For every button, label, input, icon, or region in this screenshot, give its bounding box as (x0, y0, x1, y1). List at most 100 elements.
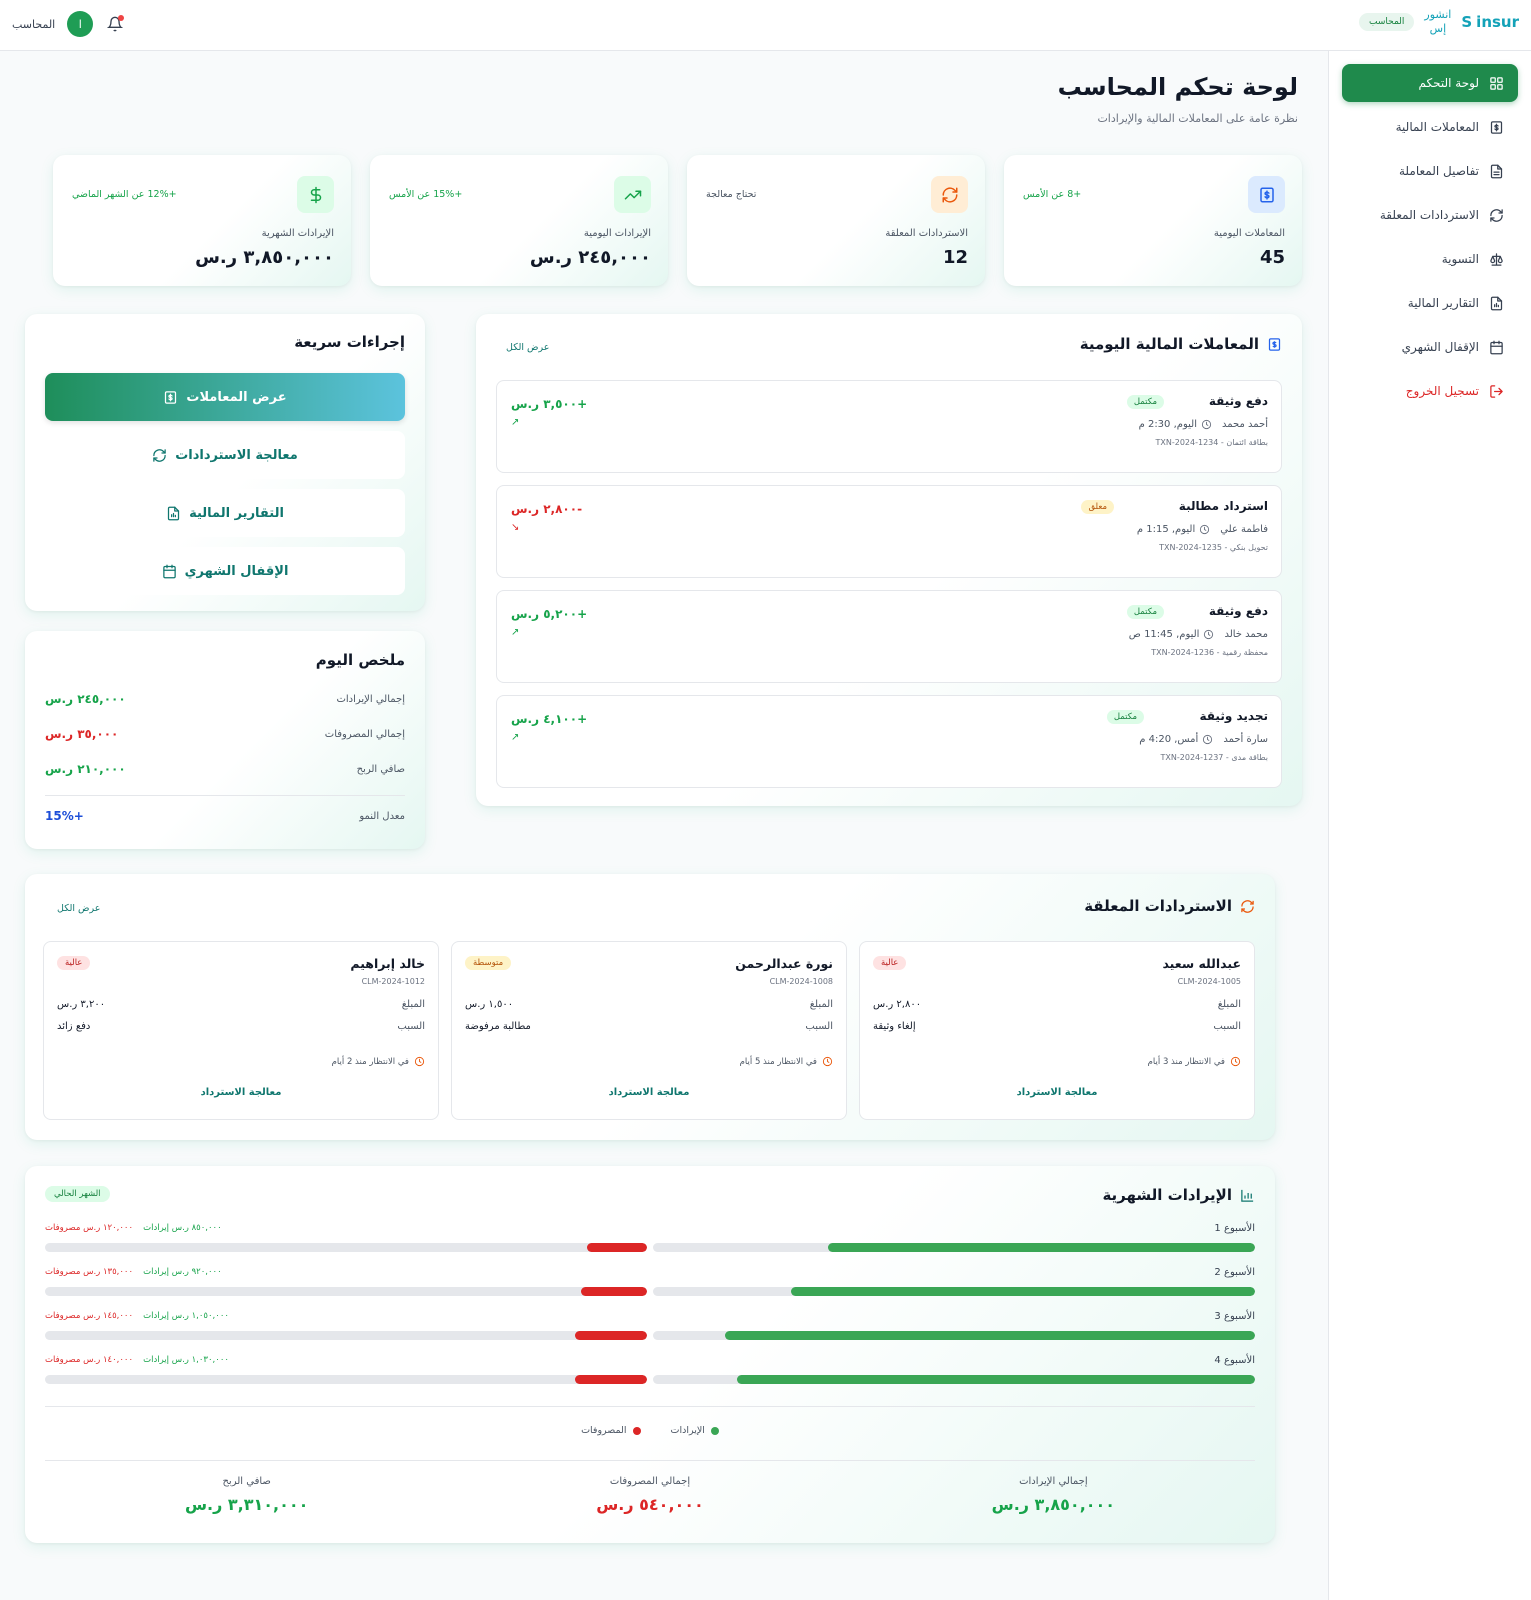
process-refund-button[interactable]: معالجة الاسترداد (1016, 1086, 1098, 1098)
notification-bell-icon[interactable] (105, 14, 125, 34)
stat-icon-box (1248, 176, 1285, 213)
top-bar: S insur انشور إس المحاسب المحاسب ا (0, 0, 1531, 51)
week-label: الأسبوع 4 (1214, 1355, 1255, 1366)
arrow-down-right-icon: ↘ (511, 522, 520, 533)
transaction-row[interactable]: دفع وثيقة مكتمل أحمد محمد اليوم, 2:30 م … (496, 380, 1282, 473)
growth-row: معدل النمو +15% (45, 809, 405, 823)
sidebar-item-4[interactable]: الاستردادات المعلقة (1342, 196, 1518, 234)
dollar-icon (310, 186, 321, 203)
week-revenue-text: ٨٥٠,٠٠٠ ر.س إيرادات (143, 1223, 222, 1233)
refund-reason-label: السبب (397, 1021, 425, 1032)
summary-value: ٢١٠,٠٠٠ ر.س (45, 762, 126, 776)
summary-row: إجمالي الإيرادات ٢٤٥,٠٠٠ ر.س (45, 692, 405, 706)
week-values: ١,٠٥٠,٠٠٠ ر.س إيرادات ١٤٥,٠٠٠ ر.س مصروفا… (45, 1311, 229, 1321)
sidebar-item-3[interactable]: تفاصيل المعاملة (1342, 152, 1518, 190)
revenue-bar-track (653, 1375, 1255, 1384)
process-refund-button[interactable]: معالجة الاسترداد (608, 1086, 690, 1098)
main-content: لوحة تحكم المحاسب نظرة عامة على المعاملا… (0, 51, 1328, 1600)
transaction-row[interactable]: استرداد مطالبة معلق فاطمة علي اليوم, 1:1… (496, 485, 1282, 578)
sidebar-item-5[interactable]: التسوية (1342, 240, 1518, 278)
stat-card[interactable]: +15% عن الأمس الإيرادات اليومية ٢٤٥,٠٠٠ … (370, 155, 668, 286)
refresh-icon (153, 448, 166, 462)
stat-label: الاستردادات المعلقة (885, 228, 968, 239)
monthly-revenue-title: الإيرادات الشهرية (1102, 1186, 1255, 1204)
transaction-time-text: أمس, 4:20 م (1139, 734, 1199, 745)
transaction-title: استرداد مطالبة (1178, 499, 1268, 513)
summary-label: إجمالي الإيرادات (336, 693, 405, 705)
refund-amount-label: المبلغ (809, 999, 833, 1010)
stat-card[interactable]: +12% عن الشهر الماضي الإيرادات الشهرية ٣… (53, 155, 351, 286)
sidebar-item-8[interactable]: تسجيل الخروج (1342, 372, 1518, 410)
clock-icon (1201, 419, 1212, 430)
refund-amount: ١,٥٠٠ ر.س (465, 999, 514, 1010)
priority-badge: عالية (873, 956, 907, 970)
sidebar-item-1[interactable]: لوحة التحكم (1342, 64, 1518, 102)
pending-refunds-view-all-link[interactable]: عرض الكل (47, 898, 111, 919)
quick-action-label: التقارير المالية (189, 505, 284, 521)
calendar-icon (1490, 340, 1503, 354)
transaction-time-text: اليوم, 2:30 م (1138, 419, 1197, 430)
transaction-meta: فاطمة علي اليوم, 1:15 م (1137, 524, 1268, 535)
brand[interactable]: S insur انشور إس المحاسب (1359, 8, 1519, 36)
stat-card[interactable]: +8 عن الأمس المعاملات اليومية 45 (1004, 155, 1302, 286)
legend-revenue: الإيرادات (671, 1425, 719, 1436)
stat-value: 12 (942, 247, 968, 268)
transaction-meta: محمد خالد اليوم, 11:45 ص (1129, 629, 1268, 640)
transaction-row[interactable]: تجديد وثيقة مكتمل سارة أحمد أمس, 4:20 م … (496, 695, 1282, 788)
quick-action-button[interactable]: عرض المعاملات (45, 373, 405, 421)
quick-action-label: معالجة الاستردادات (175, 447, 298, 463)
status-badge: مكتمل (1126, 395, 1164, 409)
refund-reason-row: السبب مطالبة مرفوضة (465, 1021, 833, 1032)
transaction-person: محمد خالد (1224, 629, 1268, 640)
legend-revenue-swatch (710, 1426, 719, 1435)
summary-row: صافي الربح ٢١٠,٠٠٠ ر.س (45, 762, 405, 776)
refund-wait-text: في الانتظار منذ 2 أيام (331, 1056, 409, 1067)
daily-transactions-title: المعاملات المالية اليومية (1080, 335, 1282, 353)
stat-label: الإيرادات الشهرية (261, 228, 334, 239)
sidebar-item-label: تفاصيل المعاملة (1399, 164, 1479, 178)
refund-id: CLM-2024-1008 (769, 977, 833, 986)
quick-actions-card: إجراءات سريعة عرض المعاملات معالجة الاست… (25, 314, 425, 611)
transaction-amount: +٣,٥٠٠ ر.س (511, 397, 588, 411)
revenue-bar (791, 1287, 1255, 1296)
summary-label: إجمالي المصروفات (324, 728, 405, 740)
daily-transactions-view-all-link[interactable]: عرض الكل (496, 337, 560, 358)
quick-action-button[interactable]: معالجة الاستردادات (45, 431, 405, 479)
sidebar-item-7[interactable]: الإقفال الشهري (1342, 328, 1518, 366)
current-month-badge: الشهر الحالي (45, 1186, 110, 1202)
document-icon (1490, 164, 1503, 178)
revenue-bar (725, 1331, 1255, 1340)
process-refund-button[interactable]: معالجة الاسترداد (200, 1086, 282, 1098)
refund-wait: في الانتظار منذ 5 أيام (740, 1056, 833, 1067)
refund-wait: في الانتظار منذ 3 أيام (1148, 1056, 1241, 1067)
transaction-row[interactable]: دفع وثيقة مكتمل محمد خالد اليوم, 11:45 ص… (496, 590, 1282, 683)
sidebar-item-2[interactable]: المعاملات المالية (1342, 108, 1518, 146)
role-pill: المحاسب (1359, 13, 1415, 31)
clock-icon (1230, 1056, 1241, 1067)
sidebar-item-label: تسجيل الخروج (1405, 384, 1479, 398)
quick-action-button[interactable]: الإقفال الشهري (45, 547, 405, 595)
transaction-ref: تحويل بنكي - TXN-2024-1235 (1159, 543, 1268, 552)
monthly-revenue-title-text: الإيرادات الشهرية (1102, 1186, 1232, 1204)
legend-revenue-label: الإيرادات (670, 1425, 705, 1436)
stat-card[interactable]: تحتاج معالجة الاستردادات المعلقة 12 (687, 155, 985, 286)
week-revenue-text: ٩٢٠,٠٠٠ ر.س إيرادات (143, 1267, 222, 1277)
status-badge: معلق (1081, 500, 1114, 514)
total-label: إجمالي الإيرادات (1019, 1476, 1088, 1487)
week-label: الأسبوع 2 (1214, 1267, 1255, 1278)
refund-reason-row: السبب إلغاء وثيقة (873, 1021, 1241, 1032)
expense-bar-track (45, 1331, 647, 1340)
page-title: لوحة تحكم المحاسب (1057, 73, 1298, 101)
total-label: صافي الربح (222, 1476, 271, 1487)
summary-row: إجمالي المصروفات ٣٥,٠٠٠ ر.س (45, 727, 405, 741)
growth-label: معدل النمو (359, 810, 405, 822)
refund-name: عبدالله سعيد (1162, 956, 1241, 971)
quick-action-label: عرض المعاملات (186, 389, 287, 405)
stat-value: 45 (1259, 247, 1285, 268)
stat-icon-box (297, 176, 334, 213)
user-name[interactable]: المحاسب (12, 17, 56, 31)
sidebar-item-6[interactable]: التقارير المالية (1342, 284, 1518, 322)
quick-action-button[interactable]: التقارير المالية (45, 489, 405, 537)
avatar[interactable]: ا (67, 11, 94, 37)
divider (45, 795, 405, 796)
